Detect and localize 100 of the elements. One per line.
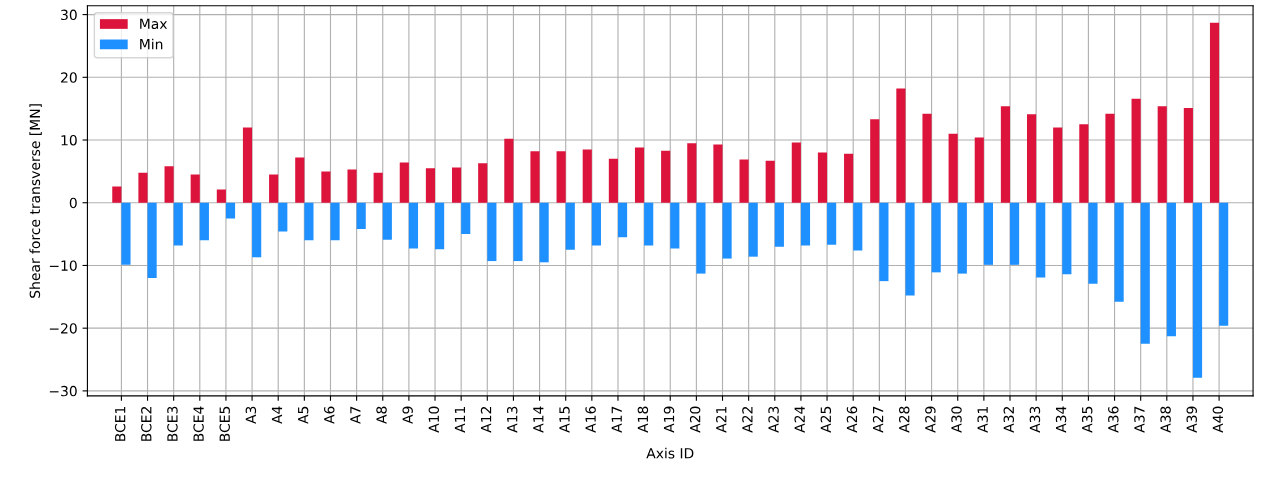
bar (216, 189, 226, 203)
x-tick-label: A33 (1029, 406, 1041, 433)
bar (513, 202, 523, 262)
x-tick-label: A39 (1186, 406, 1197, 433)
bar (948, 133, 958, 203)
bar (565, 202, 575, 250)
bar (1183, 108, 1193, 203)
x-tick-label: A4 (271, 406, 283, 424)
x-tick-label: A21 (716, 406, 727, 433)
bar (922, 113, 932, 203)
bar (1062, 202, 1072, 275)
bar (435, 202, 445, 250)
bar (1114, 202, 1124, 302)
y-tick-label: −30 (49, 385, 77, 397)
bar (121, 202, 131, 265)
y-tick-label: 20 (61, 72, 77, 83)
bar (295, 157, 305, 203)
bar (644, 202, 654, 246)
y-tick-label: 0 (69, 197, 77, 209)
bar (382, 202, 392, 240)
bar (487, 202, 497, 262)
y-axis-title: Shear force transverse [MN] (29, 104, 42, 298)
bar (347, 169, 357, 203)
x-tick-label: A34 (1055, 406, 1067, 433)
x-tick-label: A18 (637, 406, 649, 433)
bar (905, 202, 915, 296)
bar (269, 174, 279, 203)
bar (1010, 202, 1020, 265)
x-tick-label: A15 (559, 406, 570, 433)
bar (879, 202, 889, 282)
bar (1219, 202, 1229, 326)
x-tick-label: A37 (1134, 406, 1145, 433)
bar (722, 202, 732, 259)
bar (1053, 127, 1063, 203)
x-tick-label: BCE4 (193, 406, 204, 441)
x-tick-label: A14 (533, 406, 544, 433)
y-tick-label: −10 (49, 260, 77, 271)
bar (556, 151, 566, 203)
bar (661, 150, 671, 203)
bar (827, 202, 837, 245)
x-tick-label: A27 (872, 406, 884, 433)
legend-label: Min (140, 38, 163, 50)
x-tick-label: A31 (977, 406, 988, 433)
bar (1192, 202, 1203, 378)
bar (452, 167, 462, 203)
x-tick-label: A19 (663, 406, 675, 433)
bar (252, 202, 262, 258)
bar (1079, 124, 1089, 203)
x-tick-label: A29 (925, 406, 936, 433)
bar (1026, 114, 1037, 203)
bar (687, 143, 697, 203)
x-tick-label: A9 (402, 406, 413, 424)
bar (1088, 202, 1098, 284)
bar (844, 153, 854, 203)
x-tick-label: A10 (428, 406, 440, 433)
bar (1209, 22, 1220, 203)
bar (931, 202, 941, 273)
bar (591, 202, 601, 246)
bar (896, 88, 906, 203)
bar (321, 171, 331, 203)
x-tick-label: BCE2 (141, 407, 152, 441)
bar (399, 162, 409, 203)
bar (164, 166, 174, 203)
bar (199, 202, 209, 241)
legend-label: Max (140, 18, 168, 30)
bar (425, 168, 436, 203)
bar (774, 202, 784, 247)
x-tick-label: A8 (376, 406, 387, 424)
bar (330, 202, 340, 241)
bar (800, 202, 811, 246)
bar (696, 202, 706, 274)
bar (974, 137, 984, 203)
bar (225, 202, 236, 219)
bar (173, 202, 183, 246)
bar (983, 202, 994, 265)
bar (304, 202, 314, 241)
bar (190, 174, 200, 203)
bar (670, 202, 680, 249)
bar (1000, 106, 1010, 203)
x-tick-label: A28 (898, 406, 910, 433)
bar (608, 158, 618, 203)
x-tick-label: A23 (768, 406, 779, 433)
y-tick-label: −20 (49, 323, 77, 334)
x-tick-label: A38 (1160, 406, 1171, 433)
x-tick-label: A3 (245, 406, 257, 424)
x-tick-label: A26 (846, 406, 858, 433)
x-tick-label: A7 (350, 406, 361, 424)
y-tick-label: 30 (61, 9, 77, 21)
bar (1157, 106, 1167, 203)
bar (1166, 202, 1176, 337)
x-tick-label: A6 (324, 406, 335, 424)
bar (1140, 202, 1150, 344)
x-tick-label: A35 (1081, 406, 1093, 433)
bar (112, 186, 122, 203)
x-tick-label: A12 (480, 407, 492, 433)
x-tick-label: A16 (585, 406, 596, 433)
bar (748, 202, 758, 257)
x-axis-title: Axis ID (646, 447, 694, 459)
x-tick-label: A22 (742, 407, 753, 433)
x-tick-label: BCE1 (114, 406, 126, 441)
